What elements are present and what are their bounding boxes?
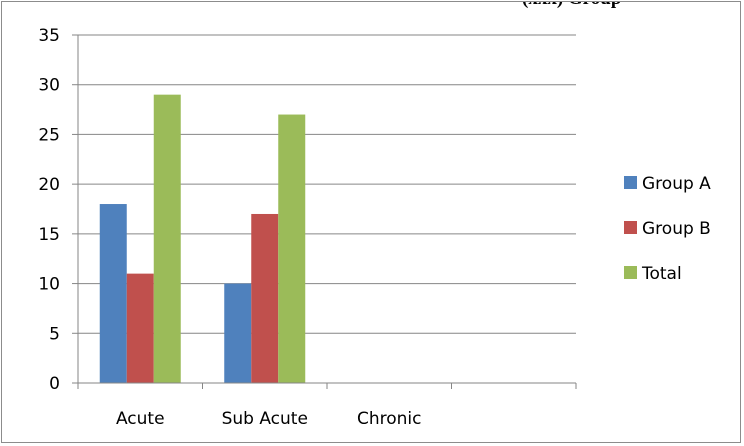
- bar: [126, 273, 154, 383]
- y-tick-label: 0: [49, 374, 60, 394]
- x-tick-label: Chronic: [357, 409, 422, 429]
- y-tick-label: 10: [38, 275, 60, 295]
- bar: [224, 283, 252, 383]
- y-tick-label: 5: [49, 324, 60, 344]
- legend: Group A Group B Total: [624, 174, 711, 284]
- y-tick-label: 25: [38, 125, 60, 145]
- legend-swatch: [624, 266, 637, 279]
- x-tick-label: Sub Acute: [222, 409, 308, 429]
- y-tick-labels: 0 5 10 15 20 25 30 35: [38, 26, 60, 394]
- x-tick-labels: Acute Sub Acute Chronic: [116, 409, 422, 429]
- bar: [153, 94, 181, 384]
- legend-label: Total: [641, 264, 682, 284]
- y-tick-label: 30: [38, 76, 60, 96]
- x-tick-label: Acute: [116, 409, 165, 429]
- axes: [77, 35, 577, 389]
- legend-label: Group B: [642, 219, 711, 239]
- bar: [99, 204, 127, 383]
- y-tick-label: 15: [38, 225, 60, 245]
- legend-swatch: [624, 176, 637, 189]
- y-tick-label: 35: [38, 26, 60, 46]
- legend-swatch: [624, 221, 637, 234]
- bar: [278, 114, 306, 384]
- legend-label: Group A: [642, 174, 711, 194]
- clipped-heading: (xxx) Group: [522, 2, 621, 10]
- y-tick-label: 20: [38, 175, 60, 195]
- bar: [251, 213, 279, 383]
- bars: [99, 94, 306, 384]
